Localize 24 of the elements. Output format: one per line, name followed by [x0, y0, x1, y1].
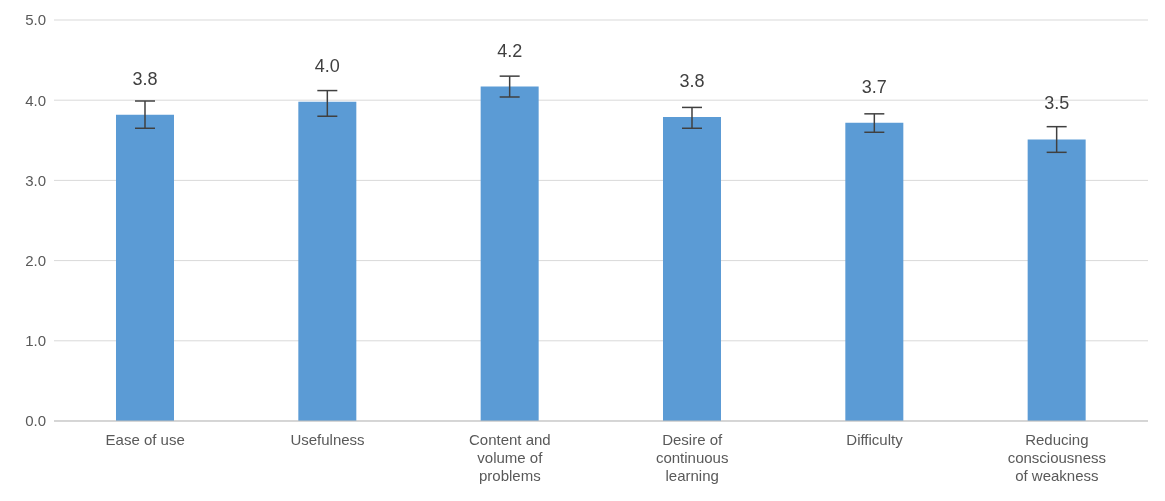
data-label: 3.8 [132, 68, 158, 89]
x-tick-label: Desire of continuous learning [655, 431, 729, 484]
data-label: 3.8 [679, 71, 705, 92]
x-tick-label: Reducing consciousness of weakness [1007, 431, 1107, 484]
bar [662, 117, 721, 421]
data-label: 3.5 [1044, 93, 1070, 114]
bar [1027, 139, 1086, 421]
y-tick-label: 4.0 [25, 91, 46, 109]
bar [298, 101, 357, 421]
bar [845, 122, 904, 421]
y-tick-label: 2.0 [25, 251, 46, 269]
x-tick-label: Difficulty [846, 431, 904, 448]
bar [115, 114, 174, 421]
y-tick-label: 3.0 [25, 171, 46, 189]
x-tick-label: Ease of use [105, 431, 185, 448]
y-tick-label: 0.0 [25, 412, 46, 430]
x-tick-label: Content and volume of problems [468, 431, 551, 484]
y-tick-label: 1.0 [25, 332, 46, 350]
x-tick-label: Usefulness [290, 431, 365, 448]
data-label: 3.7 [861, 76, 887, 97]
data-label: 4.0 [314, 55, 340, 76]
data-label: 4.2 [497, 40, 523, 61]
y-tick-label: 5.0 [25, 11, 46, 29]
bar [480, 86, 539, 421]
